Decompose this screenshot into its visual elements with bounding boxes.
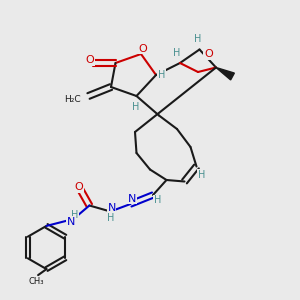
Text: N: N (128, 194, 136, 204)
Text: N: N (67, 217, 75, 227)
Text: H: H (194, 34, 202, 44)
Text: N: N (107, 202, 116, 213)
Text: O: O (204, 49, 213, 59)
Text: H: H (158, 70, 165, 80)
Text: H: H (132, 101, 140, 112)
Text: O: O (85, 55, 94, 65)
Text: H: H (107, 213, 115, 224)
Text: H: H (154, 195, 161, 206)
Text: H: H (198, 169, 205, 180)
Text: H: H (173, 48, 180, 59)
Text: CH₃: CH₃ (29, 278, 44, 286)
Text: H₂C: H₂C (64, 94, 80, 103)
Polygon shape (216, 68, 234, 80)
Text: O: O (138, 44, 147, 54)
Text: H: H (71, 209, 79, 220)
Text: O: O (74, 182, 83, 193)
